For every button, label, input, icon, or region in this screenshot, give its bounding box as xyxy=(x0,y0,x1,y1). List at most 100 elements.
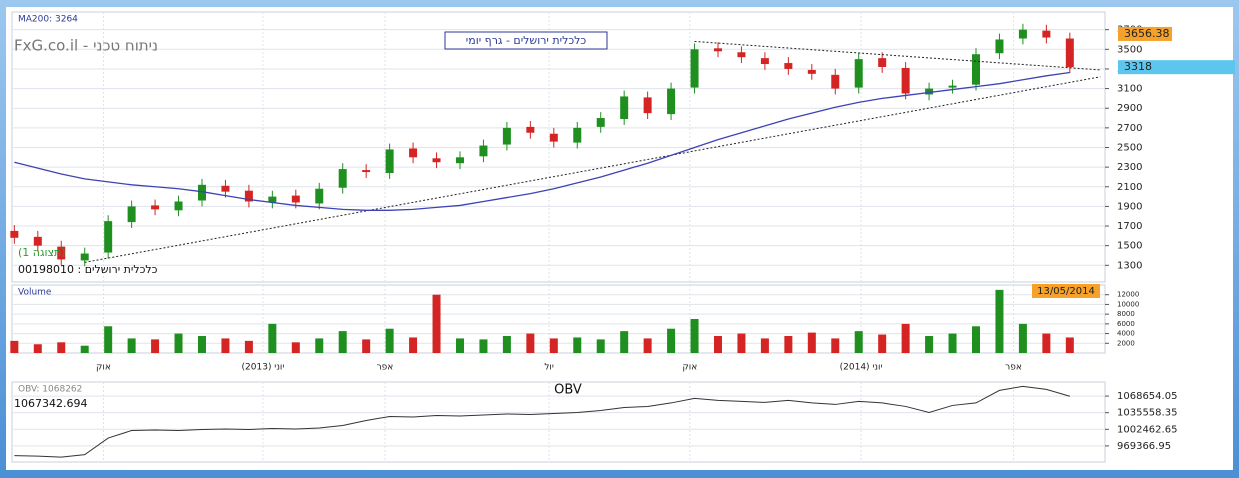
date-box xyxy=(1032,284,1100,298)
chart-title: כלכלית ירושלים - גרף יומי xyxy=(466,34,587,47)
y-tick-label: 4000 xyxy=(1117,330,1135,338)
y-tick-label: 1300 xyxy=(1117,260,1142,271)
volume-bar xyxy=(971,326,980,353)
volume-bar xyxy=(948,333,957,353)
price-marker xyxy=(1118,26,1172,41)
volume-bar xyxy=(1018,323,1027,353)
candle-body xyxy=(80,253,89,261)
volume-bar xyxy=(995,289,1004,353)
y-tick-label: 2300 xyxy=(1117,162,1142,173)
y-tick-label: 2700 xyxy=(1117,123,1142,134)
volume-bar xyxy=(854,331,863,353)
y-tick-label: 1068654.05 xyxy=(1117,391,1177,402)
x-tick-label: אוק xyxy=(96,363,111,373)
volume-title: Volume xyxy=(18,288,52,298)
candle-body xyxy=(643,97,652,114)
y-tick-label: 1002462.65 xyxy=(1117,424,1177,435)
candle-body xyxy=(737,52,746,58)
candle-body xyxy=(854,59,863,88)
candle-body xyxy=(197,184,206,201)
y-tick-label: 8000 xyxy=(1117,310,1135,318)
candle-body xyxy=(948,85,957,88)
volume-bar xyxy=(831,338,840,353)
y-tick-label: 1035558.35 xyxy=(1117,408,1177,419)
volume-bar xyxy=(620,331,629,353)
candle-body xyxy=(620,96,629,120)
obv-name: OBV: 1068262 xyxy=(18,385,82,395)
candle-body xyxy=(338,169,347,188)
candle-body xyxy=(526,126,535,133)
x-tick-label: יוני (2013) xyxy=(242,363,285,373)
candle-body xyxy=(971,54,980,85)
volume-bar xyxy=(385,328,394,353)
y-tick-label: 1900 xyxy=(1117,201,1142,212)
y-tick-label: 3100 xyxy=(1117,84,1142,95)
candle-body xyxy=(925,88,934,95)
candle-body xyxy=(784,63,793,69)
volume-bar xyxy=(268,323,277,353)
y-tick-label: 1700 xyxy=(1117,221,1142,232)
x-tick-label: אפר xyxy=(377,363,394,373)
volume-bar xyxy=(737,333,746,353)
candle-body xyxy=(1018,29,1027,39)
candle-body xyxy=(901,67,910,94)
candle-body xyxy=(151,205,160,210)
volume-bar xyxy=(315,338,324,353)
volume-bar xyxy=(57,342,66,353)
candle-body xyxy=(10,230,19,238)
y-tick-label: 969366.95 xyxy=(1117,441,1171,452)
note: (תצוגה 1) xyxy=(18,246,66,259)
candle-body xyxy=(244,190,253,202)
price-marker-label: 3318 xyxy=(1124,60,1152,73)
y-tick-label: 2000 xyxy=(1117,339,1135,347)
volume-bar xyxy=(784,336,793,353)
volume-bar xyxy=(432,294,441,353)
candle-body xyxy=(221,185,230,192)
candle-body xyxy=(713,48,722,52)
volume-bar xyxy=(878,334,887,353)
volume-bar xyxy=(10,340,19,353)
canvas xyxy=(6,7,1233,470)
candle-body xyxy=(362,170,371,173)
volume-bar xyxy=(925,336,934,353)
obv-line xyxy=(14,385,1070,458)
volume-bar xyxy=(33,344,42,353)
panel xyxy=(11,381,1106,463)
title-box xyxy=(444,31,608,50)
y-tick-label: 2500 xyxy=(1117,142,1142,153)
candle-body xyxy=(127,206,136,223)
volume-bar xyxy=(479,339,488,353)
candle-body xyxy=(831,74,840,89)
y-tick-label: 2900 xyxy=(1117,103,1142,114)
volume-bar xyxy=(221,338,230,353)
x-tick-label: יוני (2014) xyxy=(840,363,883,373)
subtitle: 00198010 : כלכלית ירושלים xyxy=(18,263,158,276)
volume-bar xyxy=(526,333,535,353)
candle-body xyxy=(549,133,558,142)
candle-body xyxy=(315,188,324,204)
volume-bar xyxy=(197,336,206,353)
y-tick-label: 6000 xyxy=(1117,320,1135,328)
volume-bar xyxy=(807,332,816,353)
ma-line xyxy=(14,71,1070,211)
volume-bar xyxy=(643,338,652,353)
volume-bar xyxy=(127,338,136,353)
volume-bar xyxy=(760,338,769,353)
y-tick-label: 3500 xyxy=(1117,44,1142,55)
volume-bar xyxy=(901,323,910,353)
y-tick-label: 10000 xyxy=(1117,300,1139,308)
volume-bar xyxy=(1065,337,1074,353)
ma-label: MA200: 3264 xyxy=(18,15,78,25)
candle-body xyxy=(690,49,699,88)
x-tick-label: יול xyxy=(544,363,554,373)
volume-bar xyxy=(690,319,699,353)
candle-body xyxy=(104,221,113,253)
candle-body xyxy=(573,127,582,143)
y-tick-label: 12000 xyxy=(1117,291,1139,299)
candle-body xyxy=(479,145,488,157)
candle-body xyxy=(432,158,441,163)
candle-body xyxy=(596,118,605,127)
volume-bar xyxy=(409,337,418,353)
candle-body xyxy=(760,58,769,65)
